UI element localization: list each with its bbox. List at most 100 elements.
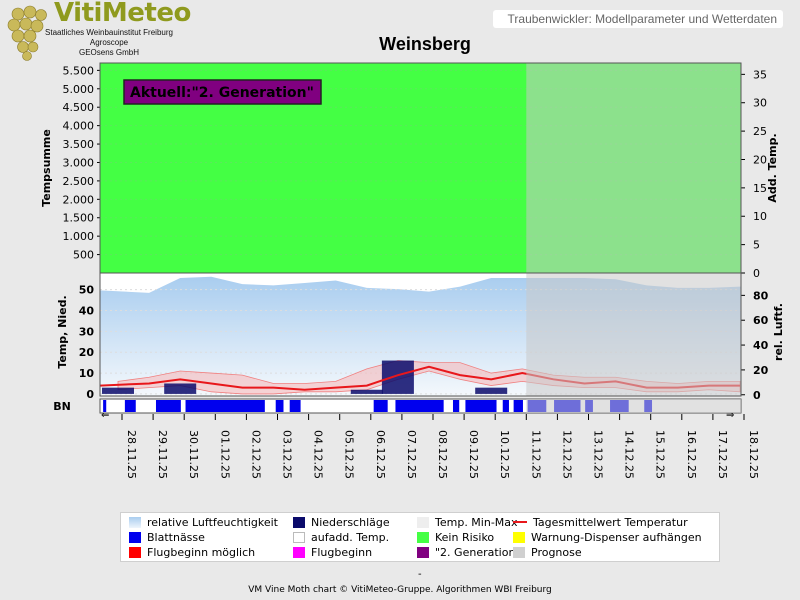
vine-moth-chart: 5001.0001.5002.0002.5003.0003.5004.0004.… [40,62,785,479]
blattnaesse-segment [275,400,284,412]
org-line-3: GEOsens GmbH [78,48,139,57]
precip-bar [350,389,383,394]
logo-text: VitiMeteo [54,0,191,28]
y2-tick-label: 80 [753,289,769,302]
date-axis: 28.11.25 29.11.25 30.11.25 01.12.25 02.12.25… [121,414,760,479]
y-tick-label: 30 [79,325,95,338]
legend-item: Niederschläge [293,515,390,529]
y2-tick-label: 0 [753,389,761,402]
x-tick-label: 10.12.25 [498,430,511,479]
y-tick-label: 5.000 [63,83,95,96]
x-tick-label: 12.12.25 [560,430,573,479]
legend-item: Prognose [513,545,582,559]
y2-tick-label: 20 [753,364,769,377]
legend-swatch [129,516,141,528]
blattnaesse-strip: BN ⇐ ⇒ [53,398,742,421]
x-tick-label: 11.12.25 [529,430,542,479]
legend-item: Flugbeginn [293,545,372,559]
y2-tick-label: 25 [753,125,767,138]
y2-axis-title: Add. Temp. [766,133,779,202]
blattnaesse-segment [155,400,181,412]
legend-item: Flugbeginn möglich [129,545,255,559]
legend-item: "2. Generation" [417,545,520,559]
footer-dash: - [418,569,422,580]
legend-label: Niederschläge [311,515,390,529]
blattnaesse-segment [103,400,107,412]
x-tick-label: 01.12.25 [218,430,231,479]
legend-swatch [129,531,141,543]
tempsumme-panel: 500 1.000 1.500 2.000 2.500 3.000 3.500 4.000 4.… [40,62,779,280]
y2-tick-label: 60 [753,314,769,327]
blattnaesse-segment [452,400,460,412]
legend-swatch [293,531,305,543]
y-tick-label: 4.000 [63,120,95,133]
legend-label: "2. Generation" [435,545,521,559]
page-subtitle: Traubenwickler: Modellparameter und Wett… [493,10,783,28]
legend-item: Temp. Min-Max [417,515,518,529]
y-tick-label: 10 [79,367,95,380]
y-tick-label: 3.000 [63,156,95,169]
prognose-overlay [526,63,741,273]
blattnaesse-segment [185,400,265,412]
legend-label: Blattnässe [147,530,205,544]
org-line-1: Staatliches Weinbauinstitut Freiburg [45,28,173,37]
x-tick-label: 08.12.25 [436,430,449,479]
chart-legend: relative Luftfeuchtigkeit Niederschläge Te… [120,512,720,562]
legend-item: Tagesmittelwert Temperatur [513,515,688,529]
legend-item: aufadd. Temp. [293,530,389,544]
legend-item: Kein Risiko [417,530,494,544]
y2-axis-title: rel. Luftf. [772,303,785,361]
blattnaesse-segment [395,400,444,412]
legend-swatch [129,546,141,558]
legend-item: Blattnässe [129,530,205,544]
blattnaesse-segment [513,400,523,412]
blattnaesse-segment [502,400,509,412]
legend-label: Tagesmittelwert Temperatur [533,515,688,529]
x-tick-label: 07.12.25 [405,430,418,479]
scroll-left-icon: ⇐ [101,410,109,421]
x-tick-label: 13.12.25 [592,430,605,479]
x-tick-label: 05.12.25 [343,430,356,479]
legend-swatch [513,521,527,523]
legend-label: Flugbeginn möglich [147,545,256,559]
y-axis-title: Tempsumme [40,129,53,207]
y2-tick-label: 0 [753,267,760,280]
y-tick-label: 4.500 [63,101,95,114]
y-axis-title: Temp, Nied. [56,295,69,368]
x-tick-label: 04.12.25 [312,430,325,479]
prognose-overlay [526,399,741,413]
precip-bar [102,387,134,394]
legend-label: aufadd. Temp. [311,530,390,544]
legend-label: Prognose [531,545,582,559]
y-tick-label: 3.500 [63,138,95,151]
legend-swatch [513,546,525,558]
x-tick-label: 02.12.25 [249,430,262,479]
weather-panel-border [99,272,742,397]
blattnaesse-segment [465,400,497,412]
footer-credit: VM Vine Moth chart © VitiMeteo-Gruppe. A… [248,585,552,595]
legend-swatch [293,546,305,558]
y-tick-label: 50 [79,284,95,297]
x-tick-label: 30.11.25 [187,430,200,479]
y2-tick-label: 40 [753,339,769,352]
chart-title: Weinsberg [379,34,471,54]
bn-label: BN [53,400,71,413]
scroll-right-icon: ⇒ [726,410,734,421]
vitimeteo-logo: VitiMeteo Staatliches Weinbauinstitut Fr… [2,0,192,64]
precip-bar [475,387,508,394]
prognose-overlay [526,273,741,396]
legend-label: Warnung-Dispenser aufhängen [531,530,702,544]
x-tick-label: 17.12.25 [716,430,729,479]
y2-tick-label: 35 [753,68,767,81]
weather-panel: 0 10 20 30 40 50 0 20 40 60 80 Temp, Nied. rel. Luft… [56,272,785,402]
legend-swatch [417,531,429,543]
y-tick-label: 1.500 [63,212,95,225]
y2-tick-label: 10 [753,210,767,223]
y-tick-label: 40 [79,305,95,318]
generation-badge-label: Aktuell:"2. Generation" [130,85,314,101]
y2-tick-label: 30 [753,97,767,110]
blattnaesse-segment [289,400,301,412]
legend-swatch [417,516,429,528]
generation-badge [123,79,322,105]
grape-cluster-icon [7,5,47,61]
